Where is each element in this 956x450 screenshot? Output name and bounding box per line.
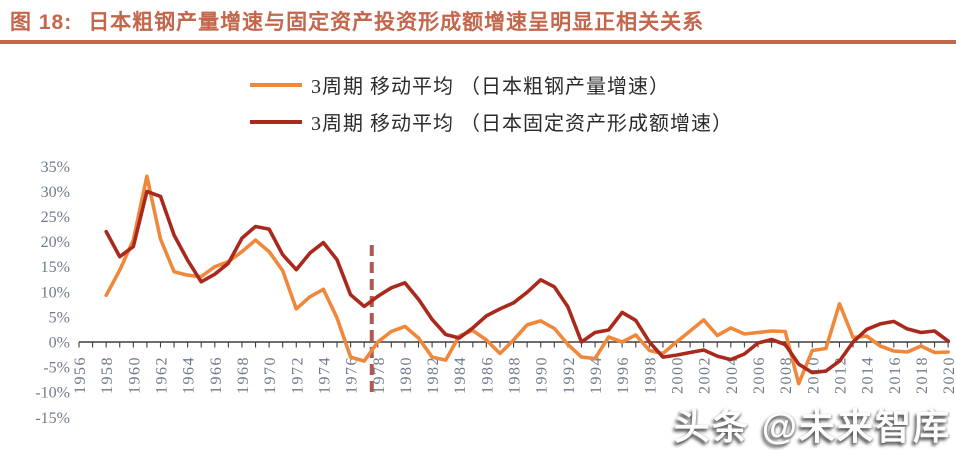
x-tick-label: 2012 [832,356,849,394]
y-tick-label: -5% [43,360,70,377]
y-tick-label: 35% [41,159,70,176]
x-tick-label: 2016 [887,356,904,394]
figure-title-text: 日本粗钢产量增速与固定资产投资形成额增速呈明显正相关关系 [88,11,705,34]
x-tick-label: 1956 [72,356,89,394]
x-tick-label: 1980 [398,356,415,394]
x-tick-label: 2000 [670,356,687,394]
x-tick-label: 1964 [181,356,198,394]
x-tick-label: 2008 [778,356,795,394]
x-tick-label: 1994 [588,356,605,394]
x-tick-label: 1978 [371,356,388,394]
x-tick-label: 1990 [534,356,551,394]
x-tick-label: 2014 [860,356,877,394]
x-tick-label: 1982 [425,356,442,394]
x-tick-label: 1988 [507,356,524,394]
x-tick-label: 2004 [724,356,741,394]
y-tick-label: 10% [41,284,70,301]
series-line-fixed-asset [104,189,950,375]
legend-item-steel: 3周期 移动平均 （日本粗钢产量增速） [250,66,733,103]
figure-title: 图 18: 日本粗钢产量增速与固定资产投资形成额增速呈明显正相关关系 [10,6,704,36]
x-tick-label: 1968 [235,356,252,394]
x-tick-label: 1974 [316,356,333,394]
y-tick-label: 25% [41,209,70,226]
y-tick-label: 30% [41,184,70,201]
x-tick-label: 2006 [751,356,768,394]
figure-number: 图 18: [10,11,73,34]
y-tick-label: -15% [35,410,70,427]
legend-line-swatch-orange [250,82,302,87]
legend-label-steel: 3周期 移动平均 （日本粗钢产量增速） [311,76,670,98]
y-tick-label: 15% [41,259,70,276]
x-tick-label: 2010 [805,356,822,394]
legend-item-fixed-asset: 3周期 移动平均 （日本固定资产形成额增速） [250,103,733,140]
x-tick-label: 1976 [344,356,361,394]
x-tick-label: 1986 [479,356,496,394]
chart-legend: 3周期 移动平均 （日本粗钢产量增速） 3周期 移动平均 （日本固定资产形成额增… [250,66,733,140]
x-tick-label: 1970 [262,356,279,394]
x-tick-label: 2020 [941,356,956,394]
x-tick-label: 1972 [289,356,306,394]
watermark: 头条 @未来智库 [673,406,951,447]
x-tick-label: 1992 [561,356,578,394]
x-tick-label: 1996 [615,356,632,394]
x-tick-label: 1962 [153,356,170,394]
x-tick-label: 1958 [99,356,116,394]
x-tick-label: 1984 [452,356,469,394]
series-line-steel [104,174,950,386]
legend-label-fixed-asset: 3周期 移动平均 （日本固定资产形成额增速） [311,113,733,135]
x-tick-label: 2018 [914,356,931,394]
x-tick-label: 1966 [208,356,225,394]
y-tick-label: 0% [49,335,70,352]
y-tick-label: 20% [41,234,70,251]
title-underline [0,40,956,44]
legend-line-swatch-red [250,119,302,124]
x-tick-label: 2002 [697,356,714,394]
x-tick-label: 1998 [642,356,659,394]
x-tick-label: 1960 [126,356,143,394]
y-tick-label: -10% [35,385,70,402]
y-tick-label: 5% [49,309,70,326]
